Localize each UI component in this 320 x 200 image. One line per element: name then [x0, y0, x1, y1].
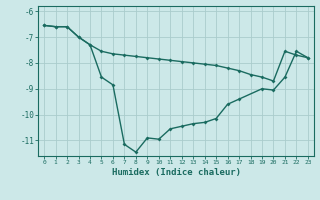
- X-axis label: Humidex (Indice chaleur): Humidex (Indice chaleur): [111, 168, 241, 177]
